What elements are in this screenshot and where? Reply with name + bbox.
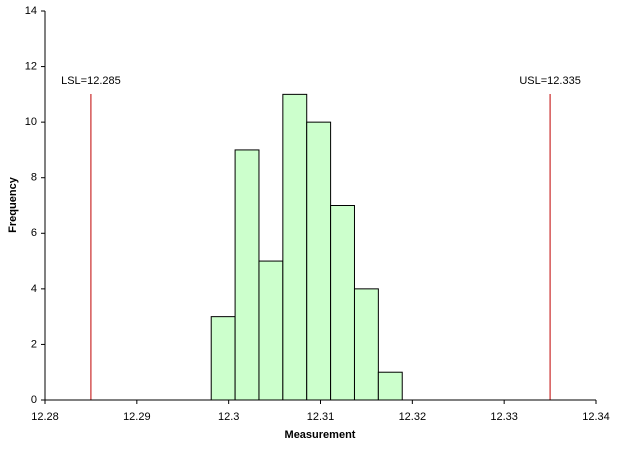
bar (330, 205, 355, 401)
x-tick-label: 12.33 (490, 411, 518, 423)
x-axis-label: Measurement (285, 429, 356, 441)
bar (210, 316, 236, 401)
spec-limit-label: USL=12.335 (519, 75, 580, 87)
x-tick-label: 12.3 (218, 411, 239, 423)
x-tick-label: 12.28 (31, 411, 59, 423)
y-tick-label: 2 (31, 338, 37, 350)
y-tick-label: 14 (25, 5, 37, 17)
y-tick-label: 4 (31, 283, 37, 295)
bar (377, 371, 403, 401)
x-tick-label: 12.32 (399, 411, 427, 423)
x-tick-label: 12.31 (307, 411, 335, 423)
y-tick-label: 0 (31, 394, 37, 406)
bar (353, 288, 379, 401)
y-axis-label: Frequency (7, 176, 19, 233)
bar (306, 121, 332, 401)
bar (234, 149, 260, 401)
y-tick-label: 6 (31, 227, 37, 239)
x-tick-label: 12.34 (582, 411, 610, 423)
spec-limit-label: LSL=12.285 (61, 75, 121, 87)
y-tick-label: 8 (31, 172, 37, 184)
bar (282, 93, 308, 401)
y-tick-label: 10 (25, 116, 37, 128)
y-tick-label: 12 (25, 60, 37, 72)
x-tick-label: 12.29 (123, 411, 151, 423)
bar (258, 260, 284, 401)
